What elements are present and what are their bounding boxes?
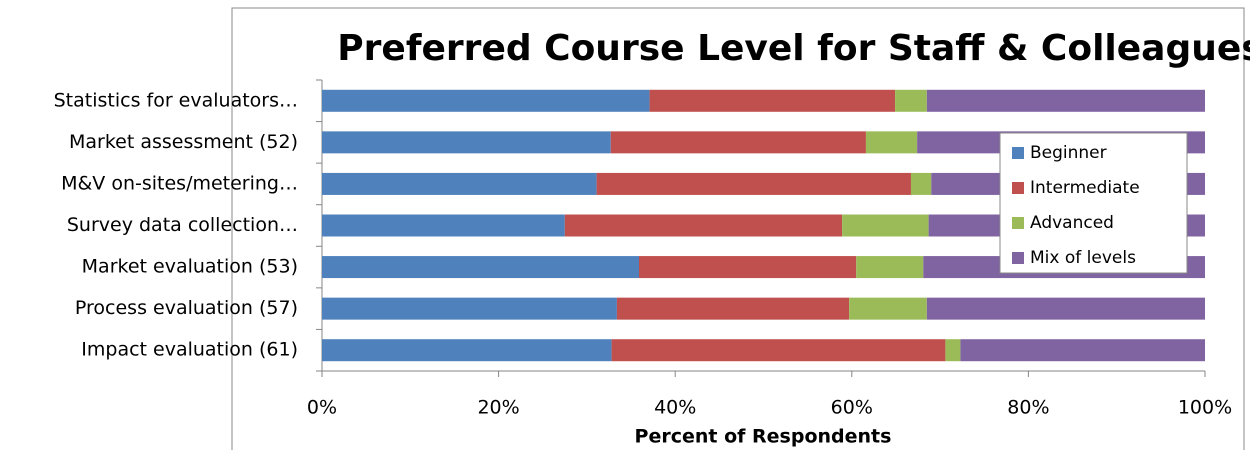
y-tick-label: Impact evaluation (61) xyxy=(81,339,298,361)
y-tick-label: Market evaluation (53) xyxy=(82,256,298,278)
y-tick-label: M&V on-sites/metering… xyxy=(61,172,298,194)
bar-segment xyxy=(649,89,896,112)
bar-segment xyxy=(322,172,597,195)
legend-swatch xyxy=(1012,147,1024,159)
bar-segment xyxy=(910,172,932,195)
legend-swatch xyxy=(1012,217,1024,229)
bar-segment xyxy=(596,172,911,195)
bar-segment xyxy=(945,339,961,362)
legend-label: Beginner xyxy=(1030,143,1107,163)
bar-segment xyxy=(322,339,612,362)
y-tick-label: Process evaluation (57) xyxy=(75,297,298,319)
bar-segment xyxy=(322,131,611,154)
legend-box xyxy=(999,132,1188,274)
bar-segment xyxy=(610,131,866,154)
x-tick-label: 40% xyxy=(654,397,696,419)
x-tick-label: 80% xyxy=(1007,397,1049,419)
legend-swatch xyxy=(1012,182,1024,194)
bar-segment xyxy=(322,256,639,279)
legend-swatch xyxy=(1012,252,1024,264)
bar-segment xyxy=(616,297,850,320)
bar-segment xyxy=(960,339,1205,362)
bar-segment xyxy=(926,297,1205,320)
bar-segment xyxy=(926,89,1205,112)
chart-title: Preferred Course Level for Staff & Colle… xyxy=(337,28,1250,69)
bar-segment xyxy=(564,214,843,237)
legend-label: Advanced xyxy=(1030,213,1114,233)
bar-segment xyxy=(849,297,927,320)
y-tick-label: Market assessment (52) xyxy=(69,131,298,153)
bar-segment xyxy=(865,131,918,154)
bar-segment xyxy=(638,256,857,279)
x-axis-title: Percent of Respondents xyxy=(635,426,892,448)
y-tick-label: Statistics for evaluators… xyxy=(54,89,298,111)
x-tick-label: 0% xyxy=(307,397,337,419)
bar-segment xyxy=(611,339,946,362)
y-tick-label: Survey data collection… xyxy=(67,214,298,236)
bar-segment xyxy=(895,89,927,112)
bar-segment xyxy=(322,214,565,237)
bar-segment xyxy=(842,214,929,237)
bar-segment xyxy=(322,89,650,112)
legend-label: Mix of levels xyxy=(1030,248,1136,268)
bar-segment xyxy=(322,297,617,320)
bar-segment xyxy=(856,256,924,279)
x-tick-label: 100% xyxy=(1178,397,1232,419)
x-tick-label: 20% xyxy=(477,397,519,419)
legend-label: Intermediate xyxy=(1030,178,1140,198)
x-tick-label: 60% xyxy=(831,397,873,419)
